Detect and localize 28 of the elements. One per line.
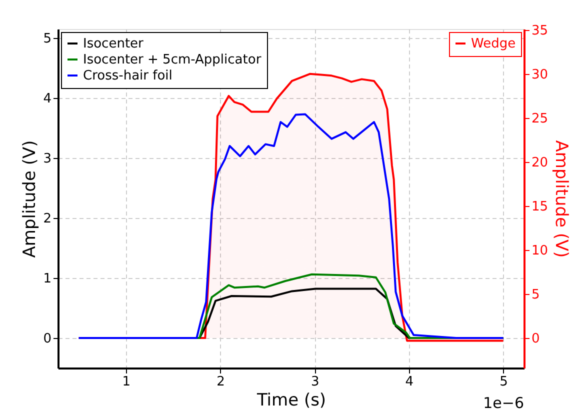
y2-tick-label: 20 (532, 155, 548, 170)
y-tick-label: 3 (43, 152, 52, 166)
x-tick-label: 4 (405, 374, 414, 390)
legend-label: Isocenter + 5cm-Applicator (83, 52, 262, 68)
y-tick-label: 0 (43, 332, 52, 346)
y2-tick-label: 35 (532, 23, 548, 38)
y2-tick-label: 10 (532, 244, 548, 259)
y-axis-title: Amplitude (V) (20, 140, 40, 258)
x-axis-title: Time (s) (256, 390, 326, 410)
y-tick-label: 5 (43, 32, 52, 46)
x-tick-label: 2 (216, 374, 225, 390)
legend-label: Isocenter (83, 36, 144, 52)
x-tick-label: 1 (122, 374, 131, 390)
y2-tick-label: 30 (532, 67, 548, 82)
text: 1e−6 (483, 394, 524, 412)
y2-axis-title: Amplitude (V) (551, 140, 572, 258)
y-tick-label: 4 (43, 92, 52, 106)
legend-label: Cross-hair foil (83, 68, 172, 84)
y-tick-label: 1 (43, 272, 52, 286)
y2-tick-label: 5 (532, 288, 540, 303)
line-series (78, 113, 504, 339)
y2-tick-label: 15 (532, 199, 548, 214)
x-tick-label: 3 (310, 374, 320, 390)
y2-tick-label: 0 (532, 332, 540, 347)
y-tick-label: 2 (43, 212, 52, 226)
legend-label: Wedge (471, 36, 516, 52)
y2-tick-label: 25 (532, 111, 548, 126)
x-tick-label: 5 (500, 374, 508, 390)
